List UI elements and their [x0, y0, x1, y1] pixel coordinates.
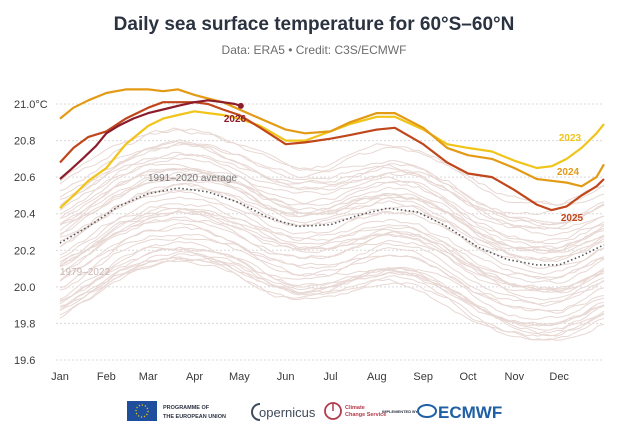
background-year-line — [59, 171, 605, 250]
series-label-2026: 2026 — [224, 114, 247, 125]
background-year-line — [59, 142, 605, 224]
background-year-line — [59, 248, 605, 326]
background-year-line — [59, 260, 605, 341]
logo-row: PROGRAMME OF THE EUROPEAN UNION opernicu… — [127, 401, 502, 422]
eu-programme-text-1: PROGRAMME OF — [163, 405, 210, 411]
implemented-by-text: IMPLEMENTED BY — [382, 409, 418, 414]
y-tick-label: 20.0 — [14, 282, 35, 294]
ecmwf-logo-icon — [417, 404, 437, 418]
background-year-line — [59, 203, 605, 280]
copernicus-text: opernicus — [259, 405, 316, 420]
series-labels: 2023 2024 2025 2026 — [224, 114, 584, 224]
background-year-line — [59, 241, 605, 320]
x-tick-label: Nov — [505, 371, 525, 383]
background-year-line — [59, 233, 605, 312]
x-tick-label: Sep — [413, 371, 433, 383]
background-year-line — [59, 183, 605, 262]
y-tick-label: 19.8 — [14, 318, 35, 330]
x-tick-label: Dec — [549, 371, 569, 383]
y-tick-label: 19.6 — [14, 355, 35, 367]
background-year-line — [59, 207, 605, 293]
c3s-logo-icon — [324, 402, 342, 420]
background-year-line — [59, 151, 605, 230]
background-year-line — [59, 128, 605, 206]
eu-programme-text-2: THE EUROPEAN UNION — [163, 414, 226, 420]
x-tick-label: May — [229, 371, 250, 383]
y-tick-label: 20.8 — [14, 136, 35, 148]
series-lines — [59, 88, 605, 266]
x-tick-label: Mar — [139, 371, 158, 383]
background-year-line — [59, 157, 605, 237]
chart-title: Daily sea surface temperature for 60°S–6… — [114, 14, 515, 35]
eu-flag-icon — [127, 401, 157, 421]
background-year-line — [59, 168, 605, 244]
background-year-line — [59, 143, 605, 226]
x-tick-label: Feb — [97, 371, 116, 383]
x-axis-ticks: Jan Feb Mar Apr May Jun Jul Aug Sep Oct Nov Dec — [51, 371, 569, 383]
series-line-2025 — [59, 101, 605, 212]
x-tick-label: Oct — [459, 371, 476, 383]
average-label: 1991–2020 average — [148, 173, 237, 184]
x-tick-label: Jul — [323, 371, 337, 383]
series-line-2026 — [59, 99, 242, 180]
background-year-line — [59, 206, 605, 292]
background-year-line — [59, 153, 605, 230]
background-year-line — [59, 211, 605, 290]
copernicus-logo-icon — [251, 403, 261, 421]
background-years-lines — [59, 127, 605, 341]
background-year-line — [59, 216, 605, 301]
background-year-line — [59, 196, 605, 281]
c3s-text-1: Climate — [345, 405, 365, 411]
background-year-line — [59, 168, 605, 252]
chart-subtitle: Data: ERA5 • Credit: C3S/ECMWF — [222, 43, 407, 57]
x-tick-label: Jun — [277, 371, 295, 383]
background-year-line — [59, 226, 605, 305]
background-year-line — [59, 236, 605, 314]
y-axis-ticks: 21.0°C 20.8 20.6 20.4 20.2 20.0 19.8 19.6 — [14, 99, 48, 367]
average-line — [59, 187, 605, 266]
c3s-text-2: Change Service — [345, 412, 386, 418]
y-tick-label: 20.6 — [14, 172, 35, 184]
ecmwf-text: ECMWF — [438, 403, 502, 422]
x-tick-label: Aug — [367, 371, 387, 383]
background-year-line — [59, 190, 605, 269]
background-year-line — [59, 188, 605, 276]
series-label-2025: 2025 — [561, 213, 584, 224]
background-year-line — [59, 127, 605, 207]
series-line-2023 — [59, 110, 605, 209]
background-years-label: 1979–2022 — [60, 267, 110, 278]
series-line-2024 — [59, 88, 605, 188]
background-year-line — [59, 167, 605, 249]
background-year-line — [59, 177, 605, 261]
background-year-line — [59, 257, 605, 341]
y-tick-label: 21.0°C — [14, 99, 48, 111]
x-tick-label: Apr — [186, 371, 203, 383]
y-tick-label: 20.4 — [14, 209, 35, 221]
background-year-line — [59, 256, 605, 334]
series-label-2024: 2024 — [557, 167, 580, 178]
background-year-line — [59, 222, 605, 307]
series-label-2023: 2023 — [559, 133, 582, 144]
latest-point-2026 — [237, 102, 244, 109]
x-tick-label: Jan — [51, 371, 69, 383]
background-year-line — [59, 139, 605, 216]
y-tick-label: 20.2 — [14, 245, 35, 257]
